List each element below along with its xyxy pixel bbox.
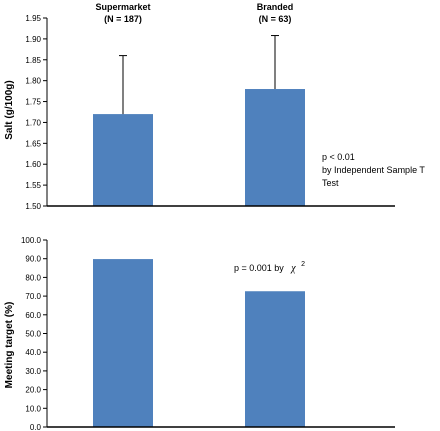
bottom-y-axis-label: Meeting target (%) [4,302,15,389]
top-y-tick-label-4: 1.70 [25,118,41,127]
bottom-y-tick-label-4: 40.0 [25,348,41,357]
top-y-tick-label-5: 1.75 [25,98,41,107]
top-annotation-line-2: by Independent Sample T [322,165,425,175]
top-y-tick-label-8: 1.90 [25,35,41,44]
top-category-label-2-line-2: (N = 63) [259,14,292,24]
bottom-y-tick-label-6: 60.0 [25,311,41,320]
bottom-y-tick-label-3: 30.0 [25,367,41,376]
chi-superscript: 2 [301,261,305,268]
bottom-y-tick-label-7: 70.0 [25,292,41,301]
bottom-bar-2 [245,291,305,427]
top-y-tick-label-9: 1.95 [25,14,41,23]
top-annotation-line-3: Test [322,178,339,188]
bottom-y-tick-label-0: 0.0 [30,423,42,431]
bottom-annotation: p = 0.001 by χ 2 [234,258,305,275]
top-bar-2 [245,89,305,206]
bottom-annotation-text: p = 0.001 by [234,263,284,273]
bottom-y-tick-label-2: 20.0 [25,386,41,395]
top-category-label-2-line-1: Branded [257,2,294,12]
top-category-label-1-line-2: (N = 187) [104,14,142,24]
chart-marks: 1.50 1.55 1.60 1.65 1.70 1.75 1.80 1.85 1.90 1.95… [21,14,395,431]
top-y-tick-label-2: 1.60 [25,160,41,169]
bottom-y-tick-label-9: 90.0 [25,255,41,264]
top-bar-1 [93,114,153,206]
top-annotation-line-1: p < 0.01 [322,152,355,162]
bottom-y-tick-label-1: 10.0 [25,404,41,413]
top-y-tick-label-6: 1.80 [25,77,41,86]
top-y-axis-label: Salt (g/100g) [4,80,15,139]
bottom-y-tick-label-10: 100.0 [21,236,42,245]
top-y-tick-label-0: 1.50 [25,202,41,211]
top-y-tick-label-1: 1.55 [25,181,41,190]
top-category-label-1-line-1: Supermarket [95,2,150,12]
top-y-tick-label-7: 1.85 [25,56,41,65]
chi-symbol: χ [290,263,296,274]
bottom-y-tick-label-5: 50.0 [25,330,41,339]
bottom-y-tick-label-8: 80.0 [25,273,41,282]
top-y-tick-label-3: 1.65 [25,139,41,148]
bottom-bar-1 [93,259,153,427]
